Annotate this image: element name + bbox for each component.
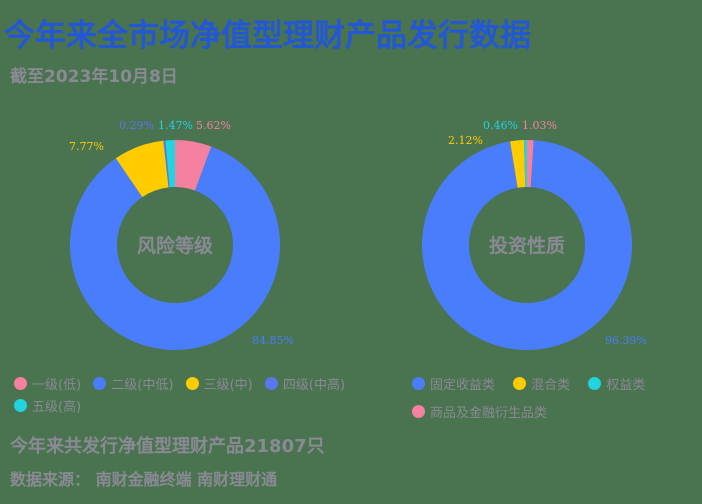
legend-dot-icon [185,376,199,390]
legend-item[interactable]: 商品及金融衍生品类 [412,400,547,422]
legend-dot-icon [412,404,425,418]
legend-dot-icon [14,376,27,390]
donut-slice[interactable] [115,140,169,198]
donut-slice[interactable] [527,140,534,188]
slice-percent-label: 5.62% [196,119,231,132]
legend-dot-icon [264,376,278,390]
slice-percent-label: 1.47% [158,119,193,132]
risk-level-donut: 5.62% 84.85% 7.77% 0.29% 1.47% 风险等级 [69,119,294,350]
investment-type-legend: 固定收益类 混合类 权益类 商品及金融衍生品类 [412,372,702,422]
investment-type-donut: 1.03% 96.39% 2.12%0.46% 投资性质 [422,119,647,350]
donut-slice[interactable] [175,140,212,191]
legend-dot-icon [412,376,425,390]
donut-slice[interactable] [510,140,526,188]
legend-item[interactable]: 一级(低) [14,372,81,394]
slice-percent-label: 2.12% [448,134,483,147]
legend-item[interactable]: 三级(中) [185,372,253,394]
slice-percent-label: 0.29% [119,119,154,132]
legend-dot-icon [513,376,527,390]
slice-percent-label: 7.77% [69,140,104,153]
donut-slice[interactable] [69,146,280,350]
donut-slice[interactable] [163,140,170,188]
legend-item[interactable]: 权益类 [588,372,645,394]
legend-item[interactable]: 五级(高) [14,394,81,416]
data-source-text: 数据来源： 南财金融终端 南财理财通 [10,470,278,489]
legend-item[interactable]: 四级(中高) [264,372,345,394]
risk-level-legend: 一级(低) 二级(中低) 三级(中) 四级(中高) 五级(高) [14,372,354,416]
slice-percent-label: 0.46% [483,119,518,132]
slice-percent-label: 96.39% [605,334,647,347]
legend-dot-icon [93,376,107,390]
slice-percent-label: 1.03% [522,119,557,132]
legend-item[interactable]: 二级(中低) [93,372,173,394]
donut-slice[interactable] [422,140,632,350]
legend-item[interactable]: 固定收益类 [412,372,495,394]
page-title: 今年来全市场净值型理财产品发行数据 [4,18,531,54]
total-products-text: 今年来共发行净值型理财产品21807只 [10,436,325,457]
donut-center-title: 投资性质 [489,234,565,257]
legend-dot-icon [588,376,602,390]
donut-slice[interactable] [523,140,527,188]
date-subtitle: 截至2023年10月8日 [10,67,178,87]
slice-percent-label: 84.85% [252,334,294,347]
legend-item[interactable]: 混合类 [513,372,570,394]
donut-center-title: 风险等级 [137,234,213,257]
legend-dot-icon [14,398,27,412]
donut-slice[interactable] [165,140,175,188]
